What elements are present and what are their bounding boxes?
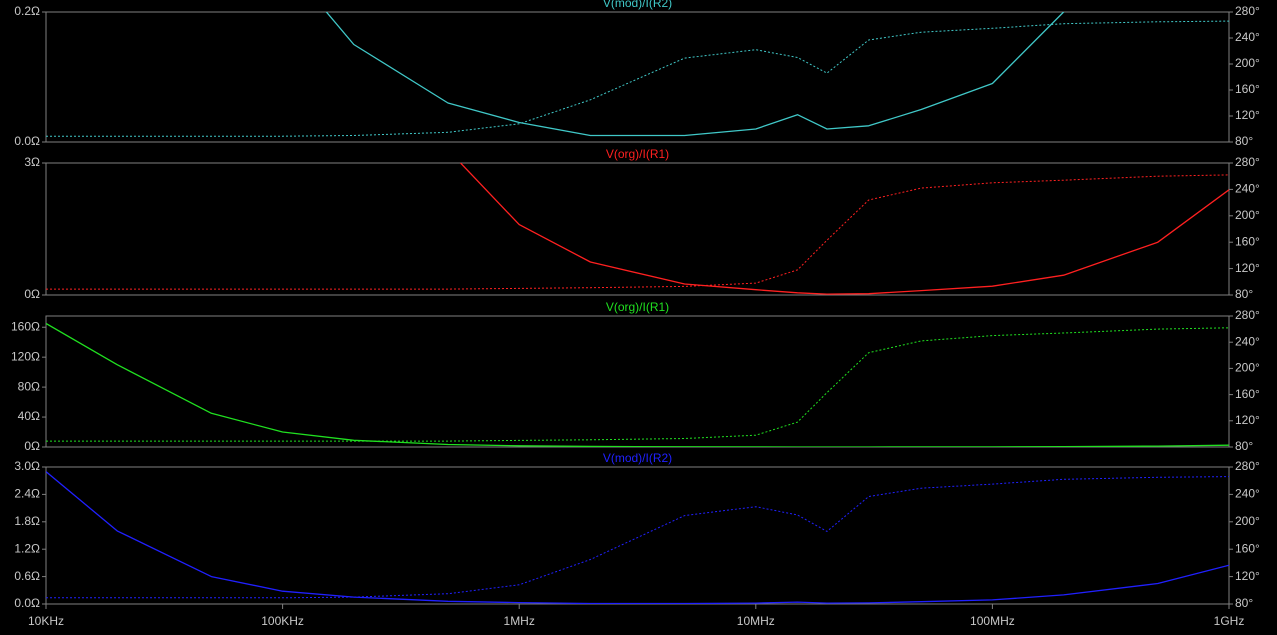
y-tick-label: 3.0Ω — [14, 459, 40, 473]
pane-title: V(mod)/I(R2) — [603, 0, 672, 10]
y-tick-label: 0Ω — [24, 439, 40, 453]
traces — [46, 471, 1229, 604]
y2-tick-label: 240° — [1235, 182, 1260, 196]
pane-title: V(org)/I(R1) — [606, 147, 669, 161]
pane-title: V(org)/I(R1) — [606, 300, 669, 314]
x-tick-label: 100MHz — [970, 614, 1015, 628]
y2-tick-label: 120° — [1235, 413, 1260, 427]
y-tick-label: 0.2Ω — [14, 4, 40, 18]
y-tick-label: 0.0Ω — [14, 134, 40, 148]
traces — [46, 163, 1229, 295]
y2-tick-label: 280° — [1235, 308, 1260, 322]
plot-frame — [45, 162, 1230, 296]
y2-tick-label: 120° — [1235, 108, 1260, 122]
y2-tick-label: 240° — [1235, 30, 1260, 44]
x-tick-label: 10MHz — [737, 614, 775, 628]
y-tick-label: 2.4Ω — [14, 487, 40, 501]
y2-tick-label: 160° — [1235, 82, 1260, 96]
y2-tick-label: 200° — [1235, 56, 1260, 70]
y2-tick-label: 80° — [1235, 134, 1253, 148]
traces — [46, 322, 1229, 447]
magnitude-trace — [46, 471, 1229, 604]
y-tick-label: 3Ω — [24, 155, 40, 169]
phase-trace — [46, 327, 1229, 442]
y-tick-label: 1.2Ω — [14, 541, 40, 555]
y-tick-label: 160Ω — [11, 319, 40, 333]
traces — [46, 12, 1229, 137]
y2-tick-label: 80° — [1235, 287, 1253, 301]
y-tick-label: 120Ω — [11, 349, 40, 363]
y-tick-label: 0Ω — [24, 287, 40, 301]
y2-tick-label: 120° — [1235, 569, 1260, 583]
y2-tick-label: 240° — [1235, 334, 1260, 348]
phase-trace — [46, 476, 1229, 599]
y-tick-label: 0.0Ω — [14, 596, 40, 610]
y2-tick-label: 240° — [1235, 487, 1260, 501]
y2-tick-label: 160° — [1235, 387, 1260, 401]
magnitude-trace — [459, 163, 1229, 295]
y2-tick-label: 80° — [1235, 596, 1253, 610]
plot-frame — [45, 11, 1230, 143]
y2-tick-label: 80° — [1235, 439, 1253, 453]
y-tick-label: 80Ω — [18, 379, 40, 393]
pane-title: V(mod)/I(R2) — [603, 451, 672, 465]
y2-tick-label: 200° — [1235, 361, 1260, 375]
phase-trace — [46, 174, 1229, 290]
y2-tick-label: 160° — [1235, 541, 1260, 555]
y2-tick-label: 280° — [1235, 459, 1260, 473]
y2-tick-label: 280° — [1235, 155, 1260, 169]
x-tick-label: 1MHz — [504, 614, 535, 628]
y2-tick-label: 160° — [1235, 234, 1260, 248]
x-tick-label: 100KHz — [261, 614, 304, 628]
y2-tick-label: 280° — [1235, 4, 1260, 18]
magnitude-trace — [46, 322, 1229, 447]
x-tick-label: 10KHz — [28, 614, 64, 628]
y-tick-label: 0.6Ω — [14, 569, 40, 583]
y2-tick-label: 200° — [1235, 208, 1260, 222]
y2-tick-label: 120° — [1235, 261, 1260, 275]
y2-tick-label: 200° — [1235, 514, 1260, 528]
phase-trace — [46, 20, 1229, 137]
y-tick-label: 40Ω — [18, 409, 40, 423]
magnitude-trace — [325, 12, 1065, 137]
x-tick-label: 1GHz — [1214, 614, 1245, 628]
y-tick-label: 1.8Ω — [14, 514, 40, 528]
